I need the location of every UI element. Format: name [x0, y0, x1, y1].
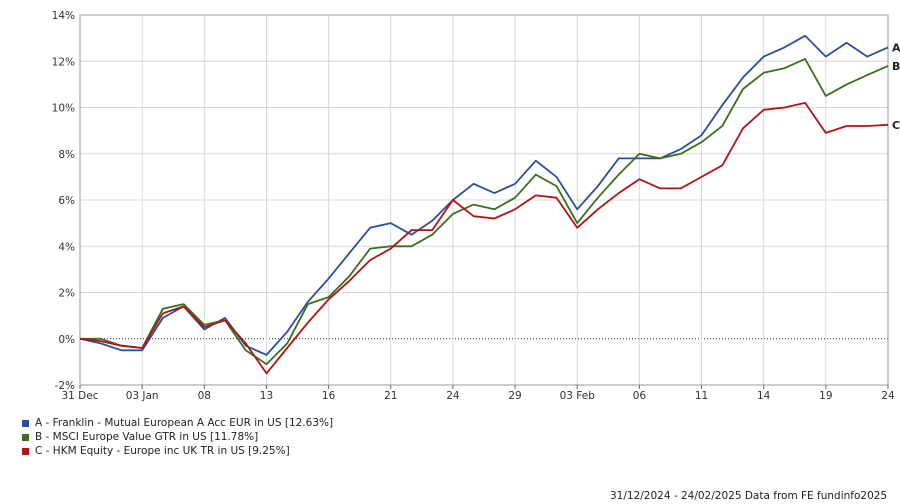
y-tick-label: 2% [58, 288, 75, 300]
line-chart: 14% 12% 10% 8% 6% 4% 2% 0% -2% 31 Dec 03 Jan 08 13 1… [52, 10, 900, 402]
y-tick-label: 12% [52, 56, 75, 68]
legend-swatch-b [22, 433, 29, 441]
series-line-b [80, 58, 889, 366]
x-tick-label: 24 [881, 390, 895, 402]
y-tick-label: 6% [58, 195, 75, 207]
series-end-label-c: C [892, 119, 900, 132]
legend-label-a: A - Franklin - Mutual European A Acc EUR… [35, 417, 334, 429]
chart-legend: A - Franklin - Mutual European A Acc EUR… [22, 416, 333, 458]
x-tick-label: 03 Feb [560, 390, 596, 402]
legend-item-b: B - MSCI Europe Value GTR in US [11.78%] [22, 430, 333, 444]
x-tick-label: 29 [508, 390, 521, 402]
x-tick-label: 14 [757, 390, 771, 402]
legend-swatch-c [22, 447, 29, 455]
y-tick-label: 10% [52, 103, 75, 115]
y-axis-ticks: 14% 12% 10% 8% 6% 4% 2% 0% -2% [52, 10, 75, 392]
x-tick-label: 31 Dec [61, 390, 98, 402]
series-line-a [79, 34, 889, 356]
y-tick-label: 8% [58, 149, 75, 161]
x-tick-label: 08 [198, 390, 211, 402]
y-tick-label: 0% [58, 334, 75, 346]
x-tick-label: 21 [384, 390, 397, 402]
x-tick-label: 11 [695, 390, 708, 402]
x-tick-label: 03 Jan [126, 390, 159, 402]
legend-item-c: C - HKM Equity - Europe inc UK TR in US … [22, 444, 333, 458]
legend-item-a: A - Franklin - Mutual European A Acc EUR… [22, 416, 333, 430]
x-tick-label: 13 [260, 390, 273, 402]
x-tick-label: 24 [446, 390, 460, 402]
y-tick-label: 4% [58, 241, 75, 253]
series-end-labels: AB C [892, 41, 900, 131]
x-axis-ticks: 31 Dec 03 Jan 08 13 16 21 24 29 03 Feb 06 11 14 19 24 [61, 385, 895, 402]
y-tick-label: -2% [55, 380, 75, 392]
legend-label-b: B - MSCI Europe Value GTR in US [11.78%] [35, 431, 259, 443]
footer-source: 31/12/2024 - 24/02/2025 Data from FE fun… [610, 490, 888, 502]
series-end-label-a: A [892, 41, 900, 54]
plot-frame [79, 14, 889, 386]
x-tick-label: 19 [819, 390, 832, 402]
y-tick-label: 14% [52, 10, 75, 22]
chart-series [79, 34, 889, 375]
series-line-c [79, 102, 889, 375]
x-tick-label: 16 [322, 390, 336, 402]
legend-label-c: C - HKM Equity - Europe inc UK TR in US … [35, 445, 290, 457]
series-end-label-b: B [892, 60, 900, 73]
legend-swatch-a [22, 419, 29, 427]
x-tick-label: 06 [633, 390, 647, 402]
chart-grid [80, 14, 888, 386]
